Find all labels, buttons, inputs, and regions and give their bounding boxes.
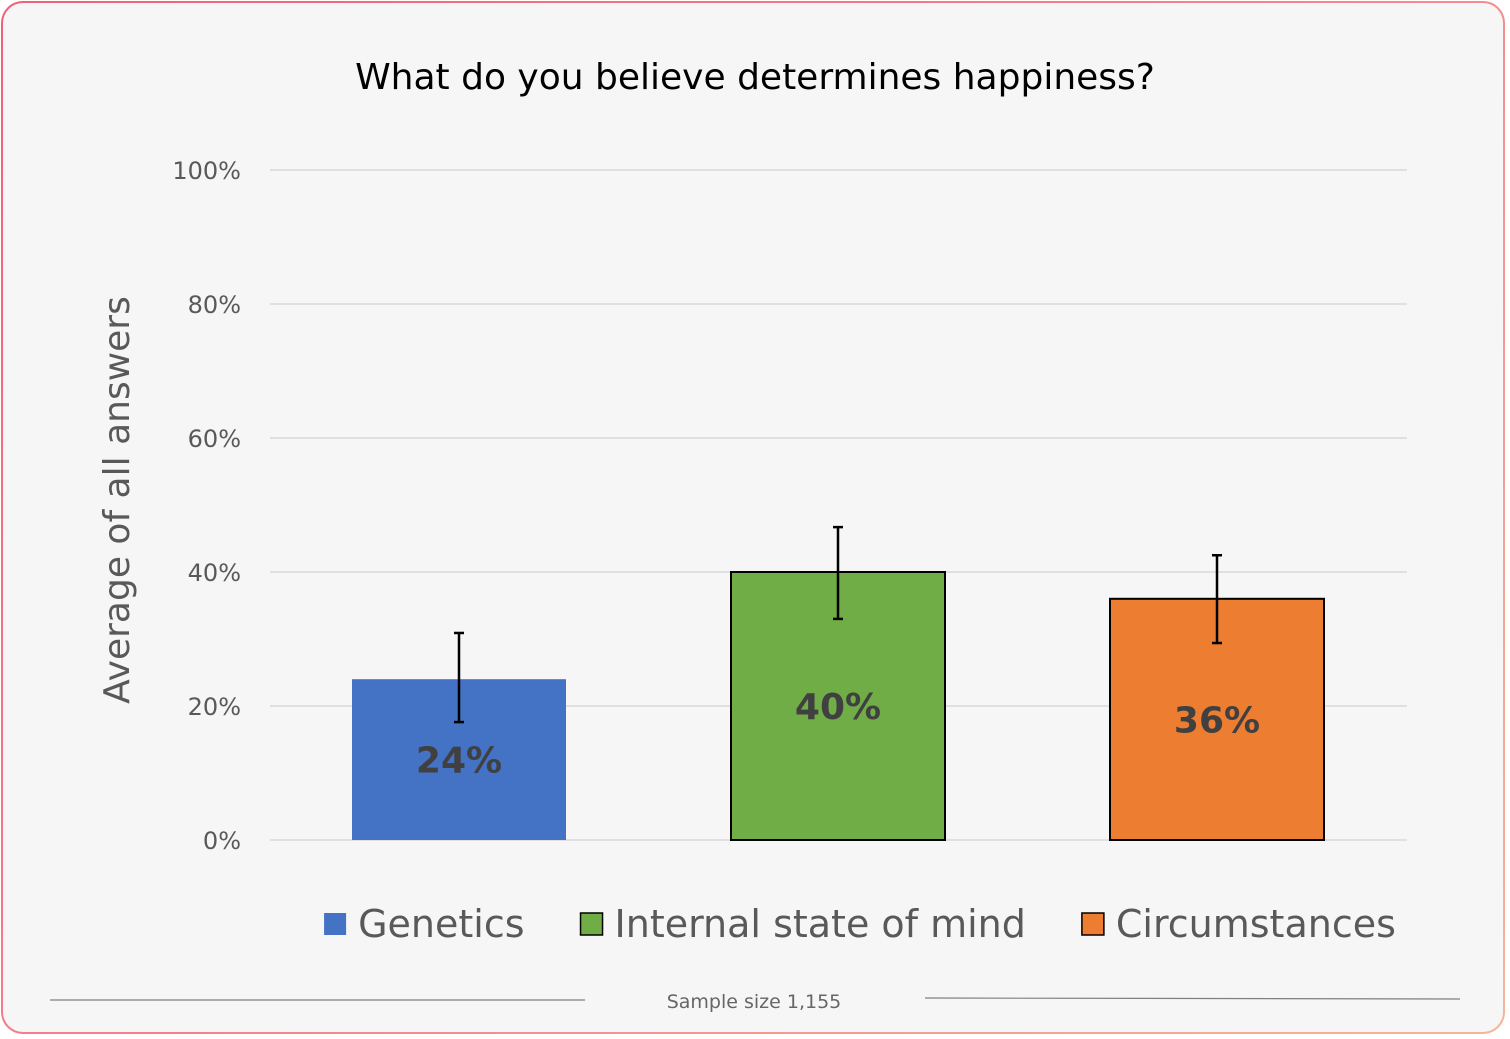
chart-card — [3, 3, 1503, 1032]
bars — [352, 571, 1325, 841]
error-bar — [1212, 554, 1222, 645]
y-tick-label: 100% — [172, 157, 241, 185]
bar-value-label: 24% — [416, 741, 502, 782]
y-tick-label: 80% — [188, 291, 241, 319]
legend-label: Circumstances — [1116, 902, 1396, 946]
legend: Genetics Internal state of mind Circumstan… — [324, 902, 1396, 946]
y-tick-label: 40% — [188, 559, 241, 587]
legend-swatch — [1081, 912, 1105, 936]
legend-item-internal-state-of-mind: Internal state of mind — [579, 902, 1026, 946]
legend-label: Internal state of mind — [615, 902, 1026, 946]
error-bar — [833, 525, 843, 621]
legend-item-circumstances: Circumstances — [1081, 902, 1396, 946]
sample-size-note: Sample size 1,155 — [667, 991, 842, 1013]
y-axis-label: Average of all answers — [97, 296, 138, 704]
bar-value-label: 40% — [795, 687, 881, 728]
footer-rule-right — [924, 997, 1461, 1000]
data-labels: 24% 40% 36% — [416, 687, 1260, 782]
bar-value-label: 36% — [1174, 700, 1260, 741]
legend-swatch — [324, 913, 347, 935]
error-bars — [454, 525, 1222, 724]
legend-item-genetics: Genetics — [324, 902, 525, 946]
y-tick-label: 60% — [188, 425, 241, 453]
y-tick-label: 0% — [203, 827, 241, 855]
legend-swatch — [579, 912, 604, 936]
y-axis-ticks: 0% 20% 40% 60% 80% 100% — [172, 157, 241, 855]
chart-title: What do you believe determines happiness… — [355, 57, 1155, 98]
y-tick-label: 20% — [188, 693, 241, 721]
legend-label: Genetics — [358, 902, 524, 946]
error-bar — [454, 631, 464, 724]
